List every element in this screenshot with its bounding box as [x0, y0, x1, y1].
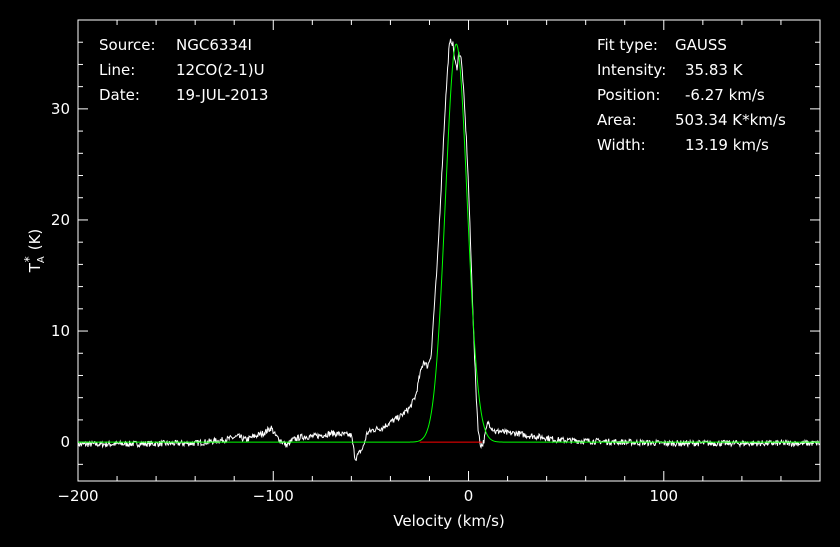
fit-type-label: Fit type:: [597, 36, 658, 54]
source-label: Source:: [99, 36, 156, 54]
line-value: 12CO(2-1)U: [176, 61, 265, 79]
svg-text:TA*(K): TA* (K): [22, 229, 47, 274]
fit-intensity-value: 35.83 K: [685, 61, 743, 79]
fit-area-value: 503.34 K*km/s: [675, 111, 786, 129]
source-value: NGC6334I: [176, 36, 252, 54]
x-tick-label: −100: [253, 487, 294, 505]
fit-width-value: 13.19 km/s: [685, 136, 769, 154]
date-value: 19-JUL-2013: [176, 86, 269, 104]
plot-frame: [77, 19, 821, 482]
fit-intensity-label: Intensity:: [597, 61, 667, 79]
y-tick-label: 20: [51, 211, 70, 229]
tick-marks: [77, 20, 821, 481]
x-tick-label: 0: [464, 487, 474, 505]
x-axis-label: Velocity (km/s): [393, 512, 504, 530]
fit-position-label: Position:: [597, 86, 661, 104]
fit-area-label: Area:: [597, 111, 637, 129]
gaussian-fit-line: [78, 43, 820, 443]
curves: [77, 38, 820, 461]
y-tick-label: 30: [51, 100, 70, 118]
x-tick-label: 100: [649, 487, 678, 505]
fit-width-label: Width:: [597, 136, 646, 154]
fit-position-value: -6.27 km/s: [685, 86, 765, 104]
x-tick-label: −200: [57, 487, 98, 505]
date-label: Date:: [99, 86, 140, 104]
y-tick-label: 10: [51, 322, 70, 340]
y-axis-label-unit: (K): [26, 229, 44, 251]
y-axis-label-sub: A: [36, 256, 47, 263]
line-label: Line:: [99, 61, 136, 79]
y-axis-label-sup: *: [22, 256, 36, 262]
y-axis-label-main: T: [26, 262, 44, 273]
spectrum-line: [77, 38, 820, 461]
y-tick-label: 0: [60, 433, 70, 451]
tick-labels: −200 −100 0 100 0 10 20 30: [51, 100, 678, 505]
y-axis-label: TA* (K): [22, 229, 47, 274]
fit-type-value: GAUSS: [675, 36, 727, 54]
